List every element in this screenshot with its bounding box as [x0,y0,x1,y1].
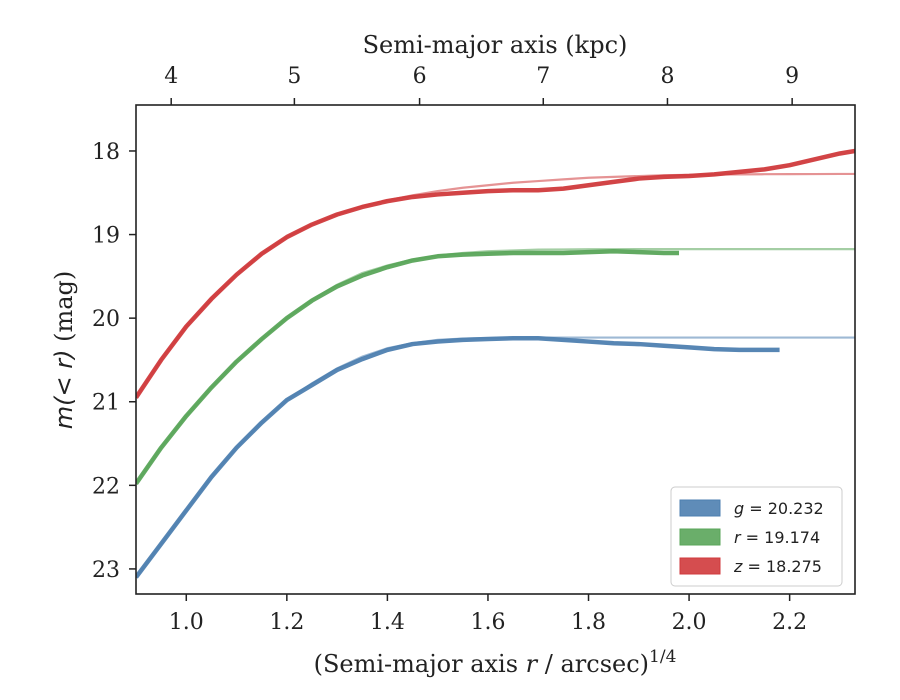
data-line-z [136,148,855,399]
top-axis-title: Semi-major axis (kpc) [363,31,628,59]
y-axis-ticks: 18 19 20 21 22 23 [92,140,136,583]
series-z [136,148,855,399]
legend-swatch-r [679,528,721,546]
y-axis-title-math: m(< r) [50,350,78,430]
x-axis-title-prefix: (Semi-major axis [314,650,526,678]
x-tick-label: 1.2 [269,610,304,635]
series-r [136,248,855,485]
y-tick-label: 18 [92,140,120,165]
x-tick-label: 2.0 [672,610,707,635]
x-tick-label: 1.8 [571,610,606,635]
y-axis-title-unit: (mag) [50,271,78,350]
legend-item-g: g = 20.232 [679,499,824,518]
legend-label-g: g = 20.232 [734,499,824,518]
top-tick-label: 8 [660,64,674,89]
data-line-g [136,335,780,579]
y-tick-label: 22 [92,474,120,499]
legend-item-z: z = 18.275 [679,557,822,576]
legend-items: g = 20.232 r = 19.174 z = 18.275 [679,499,824,576]
top-axis-ticks: 4 5 6 7 8 9 [164,64,799,105]
x-axis-title-sup: 1/4 [649,647,676,667]
plot-series-layer [136,148,855,579]
x-tick-label: 1.6 [470,610,505,635]
series-g [136,335,855,579]
top-tick-label: 7 [536,64,550,89]
x-axis-ticks: 1.0 1.2 1.4 1.6 1.8 2.0 2.2 [169,594,807,635]
top-tick-label: 6 [413,64,427,89]
y-tick-label: 23 [92,558,120,583]
y-axis-title: m(< r) (mag) [50,271,78,430]
legend: g = 20.232 r = 19.174 z = 18.275 [670,486,843,587]
plot-frame [135,104,856,595]
legend-swatch-g [679,499,721,517]
x-tick-label: 1.4 [370,610,405,635]
x-axis-title-var: r [526,650,539,678]
legend-label-r: r = 19.174 [734,528,820,547]
legend-item-r: r = 19.174 [679,528,820,547]
top-tick-label: 4 [164,64,178,89]
y-tick-label: 21 [92,391,120,416]
legend-swatch-z [679,557,721,575]
y-tick-label: 19 [92,224,120,249]
legend-label-z: z = 18.275 [733,557,822,576]
top-tick-label: 9 [785,64,799,89]
top-tick-label: 5 [287,64,301,89]
x-axis-title-mid: / arcsec) [537,650,649,678]
y-tick-label: 20 [92,307,120,332]
x-axis-title: (Semi-major axis r / arcsec)1/4 [314,647,677,678]
x-tick-label: 1.0 [169,610,204,635]
x-tick-label: 2.2 [772,610,807,635]
data-line-r [136,249,680,485]
